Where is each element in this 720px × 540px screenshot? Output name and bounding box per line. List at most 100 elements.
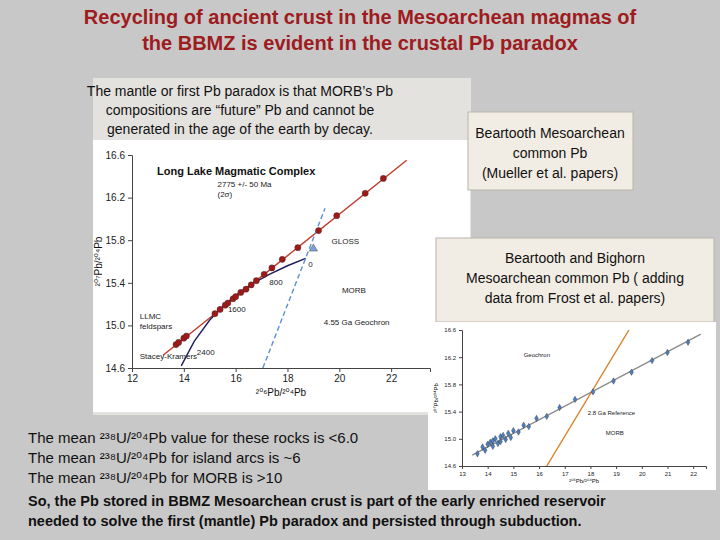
- tick-label: 22: [690, 471, 697, 477]
- x-axis: 121416182022: [127, 368, 431, 384]
- tick-mark: [128, 325, 132, 326]
- point: [279, 256, 285, 262]
- point: [380, 175, 386, 181]
- tick-label: 16.6: [444, 327, 456, 333]
- point: [334, 213, 340, 219]
- chart: 1314151617181920212214.615.015.415.816.2…: [433, 327, 707, 484]
- annotation: feldspars: [140, 322, 172, 331]
- annotation: 0: [308, 260, 313, 269]
- point: [504, 436, 508, 442]
- annotation: (2σ): [218, 190, 233, 199]
- slide-title: the BBMZ is evident in the crustal Pb pa…: [142, 32, 578, 54]
- tick-label: 16: [536, 471, 543, 477]
- tick-label: 14.6: [106, 363, 126, 374]
- tick: 15: [511, 466, 518, 477]
- y-axis: 14.615.015.415.816.216.6: [106, 150, 133, 374]
- slide: Recycling of ancient crust in the Mesoar…: [0, 0, 720, 540]
- point: [650, 357, 654, 363]
- tick-label: 14.6: [444, 463, 456, 469]
- tick: 16: [231, 368, 243, 384]
- point: [309, 244, 317, 251]
- tick-label: 15.4: [444, 409, 456, 415]
- x-axis: 13141516171819202122: [459, 466, 706, 477]
- chart: 12141618202214.615.015.415.816.216.62775…: [93, 150, 431, 398]
- point: [591, 389, 595, 395]
- point: [573, 396, 577, 402]
- tick-mark: [459, 384, 462, 385]
- tick-mark: [459, 466, 462, 467]
- tick: 21: [665, 466, 672, 477]
- point: [506, 430, 510, 436]
- tick: 15.0: [106, 320, 132, 331]
- chart-title: Long Lake Magmatic Complex: [157, 165, 316, 177]
- point: [243, 286, 249, 292]
- box-text: (Mueller et al. papers): [482, 165, 618, 181]
- tick-mark: [287, 368, 288, 372]
- point: [494, 436, 498, 442]
- axis-line: [128, 156, 133, 369]
- tick: 18: [588, 466, 595, 477]
- body-text: The mean ²³⁸U/²⁰⁴Pb for island arcs is ~…: [28, 449, 301, 466]
- box-text: data from Frost et al. papers): [485, 290, 666, 306]
- series-line: [472, 334, 701, 455]
- tick-label: 15.0: [444, 436, 456, 442]
- box1: [468, 112, 633, 190]
- tick-mark: [459, 330, 462, 331]
- tick-mark: [459, 439, 462, 440]
- point: [483, 447, 487, 453]
- point: [558, 404, 562, 410]
- point: [233, 294, 239, 300]
- point: [217, 306, 223, 312]
- tick-label: 18: [588, 471, 595, 477]
- tick-mark: [128, 283, 132, 284]
- box2: [436, 238, 714, 322]
- tick-label: 20: [334, 373, 346, 384]
- tick: 14.6: [106, 363, 132, 374]
- tick-label: 16: [231, 373, 243, 384]
- point: [183, 333, 189, 339]
- conclusion: needed to solve the first (mantle) Pb pa…: [28, 513, 581, 529]
- tick-label: 15.8: [444, 382, 456, 388]
- point: [362, 190, 368, 196]
- box-text: Beartooth and Bighorn: [505, 250, 645, 266]
- y-axis-title: ²⁰⁷Pb/²⁰⁴Pb: [433, 382, 439, 413]
- tick-label: 15.0: [106, 320, 126, 331]
- tick-mark: [590, 466, 591, 469]
- note: The mantle or first Pb paradox is that M…: [87, 83, 394, 99]
- background: [0, 0, 720, 540]
- tick-mark: [391, 368, 392, 372]
- tick: 12: [127, 368, 139, 384]
- point: [212, 311, 218, 317]
- series-line: [181, 258, 305, 366]
- tick-label: 15: [511, 471, 518, 477]
- plot-area: [472, 330, 701, 466]
- series-line: [547, 330, 629, 466]
- tick-label: 16.6: [106, 150, 126, 161]
- box-text: common Pb: [513, 145, 588, 161]
- point: [253, 278, 259, 284]
- tick-mark: [513, 466, 514, 469]
- chart-panel: [93, 140, 470, 412]
- tick-mark: [128, 240, 132, 241]
- tick-mark: [565, 466, 566, 469]
- tick-label: 18: [282, 373, 294, 384]
- tick-mark: [128, 368, 132, 369]
- annotation: Geochron: [524, 352, 550, 358]
- point: [535, 415, 539, 421]
- annotation: 1600: [228, 305, 246, 314]
- y-axis: 14.615.015.415.816.216.6: [444, 327, 462, 469]
- tick-label: 15.8: [106, 235, 126, 246]
- tick-label: 21: [665, 471, 672, 477]
- tick: 14.6: [444, 463, 462, 469]
- tick-label: 14: [485, 471, 492, 477]
- tick-mark: [459, 412, 462, 413]
- chart-panel: [428, 322, 716, 490]
- body-text: The mean ²³⁸U/²⁰⁴Pb value for these rock…: [28, 429, 358, 446]
- point: [686, 339, 690, 345]
- x-axis-title: ²⁰⁶Pb/²⁰⁴Pb: [569, 478, 600, 484]
- tick-mark: [459, 357, 462, 358]
- tick-mark: [642, 466, 643, 469]
- point: [630, 369, 634, 375]
- y-axis-title: ²⁰⁷Pb/²⁰⁴Pb: [93, 236, 104, 286]
- tick: 15.8: [106, 235, 132, 246]
